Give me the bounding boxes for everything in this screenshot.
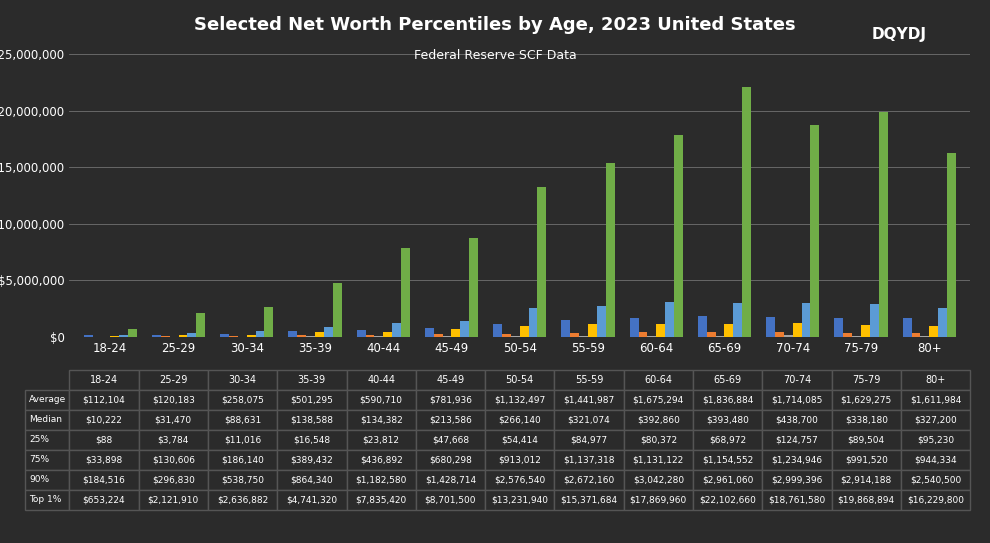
Bar xyxy=(511,336,520,337)
Bar xyxy=(365,335,374,337)
Bar xyxy=(297,335,306,337)
Bar xyxy=(451,329,460,337)
Bar xyxy=(861,325,870,337)
Bar xyxy=(870,304,879,337)
Bar xyxy=(606,163,615,337)
Bar xyxy=(734,303,742,337)
Bar xyxy=(939,308,947,337)
Bar xyxy=(538,187,546,337)
Bar xyxy=(247,334,255,337)
Bar xyxy=(597,306,606,337)
Bar xyxy=(178,335,187,337)
Bar xyxy=(852,336,861,337)
Bar xyxy=(460,320,469,337)
Bar xyxy=(947,153,956,337)
Text: DQYDJ: DQYDJ xyxy=(871,27,927,42)
Bar xyxy=(784,335,793,337)
Bar xyxy=(766,317,775,337)
Bar xyxy=(229,336,238,337)
Bar xyxy=(811,125,820,337)
Bar xyxy=(879,112,888,337)
Bar xyxy=(698,316,707,337)
Bar xyxy=(579,336,588,337)
Bar xyxy=(656,324,665,337)
Bar xyxy=(392,323,401,337)
Bar xyxy=(903,318,912,337)
Bar xyxy=(802,303,811,337)
Bar xyxy=(665,302,674,337)
Bar xyxy=(220,334,229,337)
Text: Federal Reserve SCF Data: Federal Reserve SCF Data xyxy=(414,49,576,62)
Bar xyxy=(255,331,264,337)
Bar xyxy=(502,333,511,337)
Bar xyxy=(288,331,297,337)
Bar xyxy=(639,332,647,337)
Bar xyxy=(187,333,196,337)
Bar xyxy=(570,333,579,337)
Bar xyxy=(725,324,734,337)
Bar xyxy=(264,307,273,337)
Bar xyxy=(775,332,784,337)
Bar xyxy=(647,336,656,337)
Bar xyxy=(843,333,852,337)
Bar xyxy=(793,323,802,337)
Bar xyxy=(835,318,843,337)
Bar xyxy=(921,336,930,337)
Bar xyxy=(83,336,92,337)
Bar xyxy=(469,238,478,337)
Bar xyxy=(674,135,683,337)
Bar xyxy=(742,87,751,337)
Bar xyxy=(716,336,725,337)
Bar xyxy=(434,334,443,337)
Bar xyxy=(128,329,137,337)
Bar xyxy=(196,313,205,337)
Bar xyxy=(561,320,570,337)
Bar xyxy=(119,334,128,337)
Bar xyxy=(425,328,434,337)
Bar xyxy=(630,318,639,337)
Bar xyxy=(324,327,333,337)
Text: Selected Net Worth Percentiles by Age, 2023 United States: Selected Net Worth Percentiles by Age, 2… xyxy=(194,16,796,34)
Bar xyxy=(151,336,160,337)
Bar xyxy=(356,330,365,337)
Bar xyxy=(401,248,410,337)
Bar xyxy=(493,324,502,337)
Bar xyxy=(520,326,529,337)
Bar xyxy=(383,332,392,337)
Bar xyxy=(930,326,939,337)
Bar xyxy=(588,324,597,337)
Bar xyxy=(529,307,538,337)
Bar xyxy=(707,332,716,337)
Bar xyxy=(912,333,921,337)
Bar xyxy=(315,332,324,337)
Bar xyxy=(333,283,342,337)
